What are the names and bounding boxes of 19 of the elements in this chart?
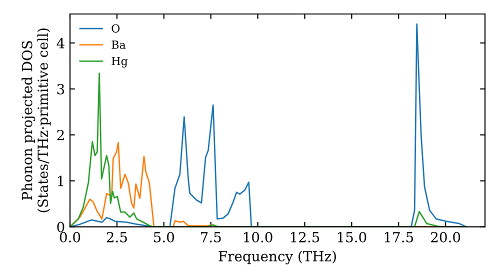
- x-tick-label: 5.0: [154, 232, 174, 242]
- y-axis-title: Phonon projected DOS (States/THz·primitive cell): [22, 28, 51, 212]
- x-tick-label: 0.0: [60, 232, 80, 242]
- y-tick-label: 1: [58, 176, 64, 186]
- x-axis-title: Frequency (THz): [218, 250, 336, 264]
- y-tick-label: 3: [57, 84, 64, 94]
- legend-label: O: [112, 24, 120, 33]
- x-tick-label: 10.0: [244, 232, 272, 242]
- y-tick-label: 0: [57, 222, 64, 232]
- x-tick-label: 17.5: [384, 232, 414, 242]
- legend-label: Hg: [112, 56, 128, 68]
- y-tick-label: 4: [56, 38, 64, 48]
- x-tick-label: 15.0: [338, 232, 366, 242]
- x-tick-label: 2.5: [106, 232, 127, 242]
- x-tick-label: 12.5: [290, 232, 320, 242]
- x-tick-label: 20.0: [431, 232, 460, 242]
- legend-label: Ba: [112, 40, 126, 49]
- y-tick-label: 2: [57, 130, 64, 140]
- x-tick-label: 7.5: [200, 232, 221, 242]
